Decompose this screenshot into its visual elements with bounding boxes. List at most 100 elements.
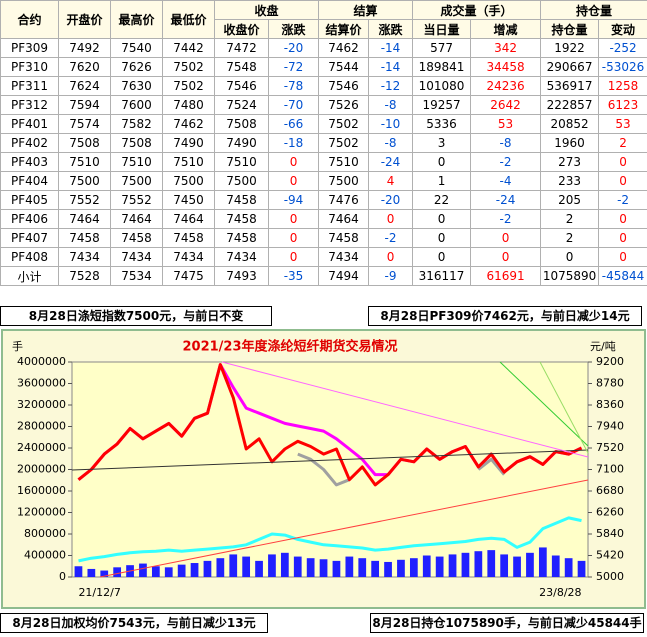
value-cell: 0 (598, 152, 647, 172)
value-cell: 7510 (214, 152, 269, 172)
value-cell: 0 (267, 152, 320, 172)
value-cell: 7552 (58, 190, 111, 210)
contract-cell: PF404 (0, 171, 59, 191)
value-cell: 0 (598, 171, 647, 191)
contract-cell: PF408 (0, 247, 59, 267)
value-cell: 6123 (598, 95, 647, 115)
quote-table: 合约 开盘价 最高价 最低价 收盘 结算 成交量（手） 持仓量 收盘价 涨跌 结算价 涨跌 当日量 增减持… (0, 0, 647, 286)
value-cell: -2 (368, 228, 414, 248)
contract-cell: PF401 (0, 114, 59, 134)
value-cell: -45844 (598, 266, 647, 286)
value-cell: 7480 (162, 95, 215, 115)
volume-bar (164, 567, 173, 577)
value-cell: 233 (540, 171, 600, 191)
value-cell: 7462 (318, 38, 370, 58)
value-cell: 2 (540, 228, 600, 248)
value-cell: -20 (368, 190, 414, 210)
y-tick-label: 3200000 (17, 398, 66, 411)
value-cell: 0 (470, 228, 542, 248)
column-header: 结算价 (318, 19, 370, 39)
value-cell: -8 (368, 95, 414, 115)
value-cell: 20852 (540, 114, 600, 134)
contract-cell: PF309 (0, 38, 59, 58)
value-cell: 19257 (412, 95, 472, 115)
value-cell: 1075890 (540, 266, 600, 286)
value-cell: 7544 (318, 57, 370, 77)
value-cell: -66 (267, 114, 320, 134)
value-cell: 7552 (110, 190, 163, 210)
value-cell: 101080 (412, 76, 472, 96)
value-cell: 7626 (110, 57, 163, 77)
value-cell: 0 (598, 228, 647, 248)
volume-bar (216, 558, 225, 577)
table-row: PF309 7492 7540 7442 7472 -20 7462 -14 577 342 192… (0, 38, 647, 58)
value-cell: -2 (470, 152, 542, 172)
y-axis-label: 手 (12, 339, 23, 353)
value-cell: -4 (470, 171, 542, 191)
table-row: PF405 7552 7552 7450 7458 -94 7476 -20 22 -24 205-… (0, 190, 647, 210)
value-cell: 7600 (110, 95, 163, 115)
value-cell: 0 (267, 209, 320, 229)
volume-bar (242, 556, 251, 577)
volume-bar (345, 556, 354, 577)
table-row: PF310 7620 7626 7502 7548 -72 7544 -14 189841 344… (0, 57, 647, 77)
value-cell: 342 (470, 38, 542, 58)
value-cell: -24 (368, 152, 414, 172)
value-cell: -20 (267, 38, 320, 58)
y2-tick-label: 8780 (596, 377, 624, 390)
y2-axis-label: 元/吨 (590, 340, 616, 353)
volume-bar (100, 570, 109, 577)
value-cell: 7458 (214, 228, 269, 248)
group-header: 收盘 (213, 0, 320, 20)
value-cell: 536917 (540, 76, 600, 96)
series-line (297, 452, 506, 487)
value-cell: 7464 (318, 209, 370, 229)
header-row: 合约 开盘价 最高价 最低价 收盘 结算 成交量（手） 持仓量 (0, 0, 647, 39)
value-cell: 7494 (318, 266, 370, 286)
y2-tick-label: 7100 (596, 463, 624, 476)
volume-bar (513, 556, 521, 577)
value-cell: 7574 (58, 114, 111, 134)
contract-cell: PF311 (0, 76, 59, 96)
volume-bar (332, 560, 341, 577)
volume-bar (280, 552, 289, 577)
trend-line (99, 479, 589, 578)
contract-cell: PF405 (0, 190, 59, 210)
value-cell: 2 (598, 133, 647, 153)
value-cell: 2642 (470, 95, 542, 115)
column-header: 变动 (598, 19, 647, 39)
value-cell: 7510 (110, 152, 163, 172)
value-cell: 7490 (214, 133, 269, 153)
value-cell: 0 (267, 247, 320, 267)
value-cell: 0 (470, 247, 542, 267)
value-cell: 7458 (110, 228, 163, 248)
volume-bar (113, 567, 122, 577)
column-header: 开盘价 (58, 0, 111, 39)
note: 8月28日加权均价7543元，与前日减少13元 (0, 613, 268, 633)
contract-cell: PF310 (0, 57, 59, 77)
value-cell: 0 (540, 247, 600, 267)
value-cell: 7472 (214, 38, 269, 58)
value-cell: -14 (368, 57, 414, 77)
value-cell: 7624 (58, 76, 111, 96)
value-cell: 7450 (162, 190, 215, 210)
volume-bar (409, 558, 418, 577)
value-cell: 7582 (110, 114, 163, 134)
value-cell: -78 (267, 76, 320, 96)
value-cell: 7458 (214, 209, 269, 229)
value-cell: 7508 (58, 133, 111, 153)
table-row: PF408 7434 7434 7434 7434 0 7434 0 0 0 0 0 (0, 247, 647, 267)
value-cell: 7508 (214, 114, 269, 134)
value-cell: 7464 (58, 209, 111, 229)
value-cell: 7630 (110, 76, 163, 96)
chart: 2021/23年度涤纶短纤期货交易情况 手 元/吨 0 400000 800000 1… (1, 329, 646, 609)
value-cell: 7502 (318, 133, 370, 153)
value-cell: -9 (368, 266, 414, 286)
value-cell: 5336 (412, 114, 472, 134)
y2-tick-label: 6680 (596, 484, 624, 497)
value-cell: -2 (598, 190, 647, 210)
value-cell: 7458 (318, 228, 370, 248)
series-line (77, 363, 583, 487)
value-cell: 34458 (470, 57, 542, 77)
volume-bar (268, 554, 276, 577)
